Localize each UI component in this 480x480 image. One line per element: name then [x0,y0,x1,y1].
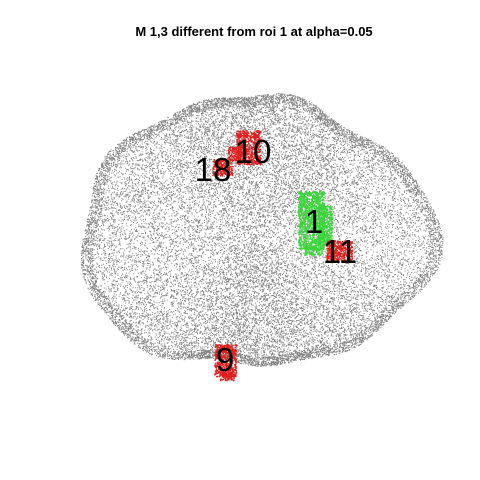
roi-dots-11 [326,240,354,262]
roi-regions [212,130,354,382]
roi-dots-18 [212,159,234,177]
plot-title: M 1,3 different from roi 1 at alpha=0.05 [135,24,372,39]
roi-dots-10 [228,130,262,166]
roi-region-11 [326,240,354,262]
roi-region-18 [212,159,234,177]
roi-dots-9 [214,344,238,382]
roi-label-1: 1 [305,203,323,240]
roi-label-10: 10 [235,133,272,170]
roi-region-10 [228,130,262,166]
point-cloud-dots [80,93,444,367]
roi-label-9: 9 [216,341,234,378]
roi-label-11: 11 [323,233,357,270]
roi-region-9 [214,344,238,382]
point-cloud [80,93,444,367]
roi-label-18: 18 [195,151,232,188]
roi-dots-1 [298,191,334,257]
roi-region-1 [298,191,334,257]
